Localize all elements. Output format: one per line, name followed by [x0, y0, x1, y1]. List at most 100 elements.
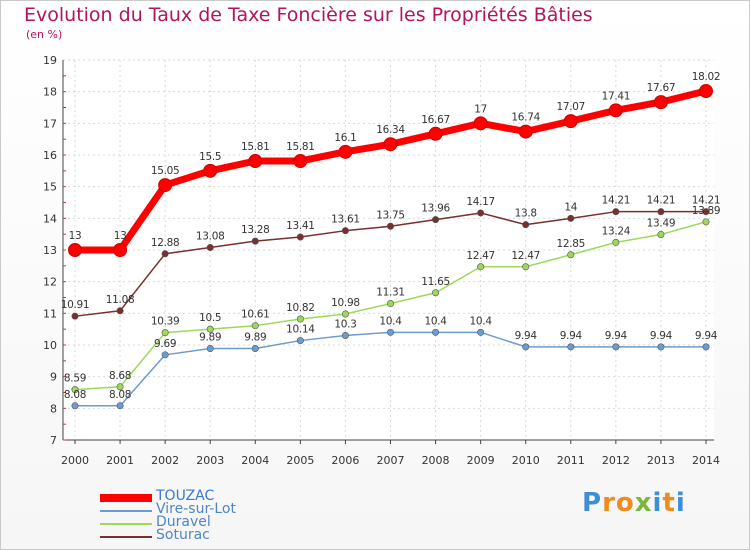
data-point	[251, 322, 259, 330]
data-point	[473, 116, 488, 131]
data-label: 17.67	[647, 82, 676, 94]
data-point	[203, 163, 218, 178]
data-point	[113, 243, 128, 257]
data-point	[477, 263, 485, 271]
data-label: 13.49	[647, 217, 676, 229]
logo-letter: i	[675, 488, 686, 518]
data-label: 9.89	[244, 331, 266, 343]
data-point	[116, 383, 124, 391]
x-tick-label: 2002	[151, 454, 179, 467]
y-tick-label: 15	[43, 181, 57, 194]
data-label: 8.59	[64, 373, 86, 385]
data-point	[116, 307, 124, 315]
data-point	[432, 289, 440, 297]
data-point	[251, 344, 259, 352]
data-label: 13	[114, 230, 127, 242]
x-tick-label: 2007	[377, 454, 405, 467]
data-label: 9.94	[605, 330, 628, 342]
legend-swatch	[100, 536, 152, 538]
data-point	[71, 402, 79, 410]
data-point	[206, 325, 214, 333]
y-tick-label: 7	[50, 434, 57, 447]
data-point	[383, 137, 398, 152]
data-label: 14	[564, 201, 577, 213]
data-label: 10.14	[286, 324, 315, 336]
data-point	[386, 328, 394, 336]
data-label: 13.75	[376, 209, 405, 221]
y-tick-label: 19	[43, 54, 57, 67]
y-tick-label: 14	[43, 212, 57, 225]
data-point	[657, 230, 665, 238]
data-point	[518, 124, 533, 139]
data-point	[612, 343, 620, 351]
data-label: 10.61	[241, 309, 270, 321]
y-tick-label: 12	[43, 276, 57, 289]
logo-letter: o	[615, 488, 635, 518]
legend-label: Vire-sur-Lot	[156, 501, 236, 517]
y-tick-label: 13	[43, 244, 57, 257]
x-tick-label: 2010	[512, 454, 540, 467]
data-label: 13.24	[602, 225, 631, 237]
data-label: 9.94	[515, 330, 538, 342]
legend-label: TOUZAC	[156, 488, 215, 504]
data-point	[612, 208, 620, 216]
data-point	[386, 222, 394, 230]
logo-letter: i	[652, 488, 663, 518]
data-label: 15.05	[151, 165, 180, 177]
data-point	[161, 351, 169, 359]
y-tick-label: 8	[50, 402, 57, 415]
legend-swatch	[100, 494, 152, 502]
data-label: 8.08	[109, 389, 131, 401]
data-label: 8.68	[109, 370, 131, 382]
data-label: 10.98	[331, 297, 360, 309]
data-point	[161, 250, 169, 258]
x-tick-label: 2008	[422, 454, 450, 467]
y-tick-label: 18	[43, 86, 57, 99]
x-tick-label: 2009	[467, 454, 495, 467]
data-point	[522, 221, 530, 229]
data-label: 12.88	[151, 237, 180, 249]
data-label: 18.02	[692, 71, 721, 83]
data-point	[563, 114, 578, 129]
data-point	[341, 227, 349, 235]
y-tick-label: 11	[43, 307, 57, 320]
x-tick-label: 2000	[61, 454, 89, 467]
data-point	[657, 208, 665, 216]
data-point	[71, 386, 79, 394]
data-point	[116, 402, 124, 410]
data-label: 16.67	[421, 114, 450, 126]
data-point	[386, 300, 394, 308]
data-point	[567, 343, 575, 351]
x-tick-label: 2014	[692, 454, 720, 467]
data-label: 12.85	[557, 238, 586, 250]
data-label: 13.41	[286, 220, 315, 232]
data-point	[477, 209, 485, 217]
data-point	[251, 237, 259, 245]
x-tick-label: 2001	[106, 454, 134, 467]
x-tick-label: 2004	[241, 454, 269, 467]
proxiti-logo: Proxiti	[582, 488, 686, 518]
data-point	[71, 312, 79, 320]
y-tick-label: 9	[50, 371, 57, 384]
data-label: 10.4	[424, 315, 447, 327]
y-tick-label: 17	[43, 117, 57, 130]
data-label: 17.07	[557, 101, 586, 113]
data-label: 14.21	[647, 195, 676, 207]
data-point	[477, 328, 485, 336]
data-label: 14.21	[692, 195, 721, 207]
data-label: 13.8	[515, 208, 537, 220]
legend-label: Soturac	[156, 527, 210, 543]
data-label: 10.91	[61, 299, 90, 311]
data-label: 10.82	[286, 302, 315, 314]
y-tick-label: 10	[43, 339, 57, 352]
chart-title: Evolution du Taux de Taxe Foncière sur l…	[24, 4, 593, 26]
data-point	[522, 263, 530, 271]
x-tick-label: 2003	[196, 454, 224, 467]
data-label: 13.96	[421, 203, 450, 215]
chart-subtitle: (en %)	[26, 28, 63, 41]
x-tick-label: 2012	[602, 454, 630, 467]
data-label: 16.1	[334, 132, 356, 144]
data-point	[702, 208, 710, 216]
data-label: 9.94	[650, 330, 673, 342]
